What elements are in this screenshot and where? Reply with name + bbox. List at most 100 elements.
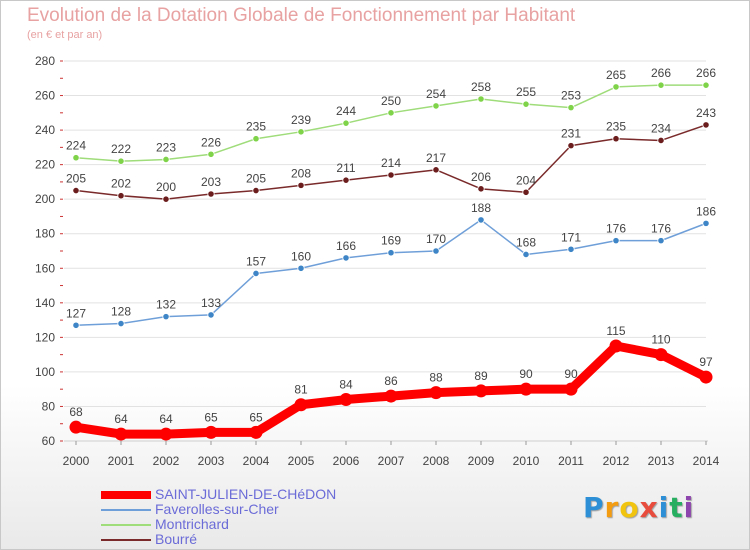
data-point-montrichard-2013	[657, 81, 665, 89]
legend-swatch-faverolles-sur-cher	[101, 509, 151, 511]
data-label-saint-julien-de-ch-don-2009: 89	[474, 369, 488, 383]
data-label-saint-julien-de-ch-don-2010: 90	[519, 367, 533, 381]
data-point-bourr-2006	[342, 176, 350, 184]
data-label-faverolles-sur-cher-2014: 186	[696, 204, 716, 218]
data-label-montrichard-2001: 222	[111, 142, 131, 156]
y-tick-label-220: 220	[35, 158, 55, 172]
data-point-faverolles-sur-cher-2000	[72, 321, 80, 329]
y-tick-label-140: 140	[35, 296, 55, 310]
y-tick-label-200: 200	[35, 192, 55, 206]
legend-label-faverolles-sur-cher: Faverolles-sur-Cher	[155, 501, 279, 517]
data-point-bourr-2011	[567, 142, 575, 150]
x-tick-label-2014: 2014	[693, 454, 720, 468]
data-point-saint-julien-de-ch-don-2008	[429, 386, 443, 400]
data-label-montrichard-2004: 235	[246, 120, 266, 134]
data-point-bourr-2010	[522, 188, 530, 196]
data-label-bourr-2008: 217	[426, 151, 446, 165]
y-tick-label-120: 120	[35, 330, 55, 344]
data-point-saint-julien-de-ch-don-2002	[159, 427, 173, 441]
data-point-bourr-2005	[297, 181, 305, 189]
data-point-saint-julien-de-ch-don-2009	[474, 384, 488, 398]
data-point-montrichard-2001	[117, 157, 125, 165]
chart-subtitle: (en € et par an)	[27, 29, 103, 41]
data-label-montrichard-2000: 224	[66, 139, 86, 153]
y-tick-label-60: 60	[42, 434, 56, 448]
data-label-bourr-2000: 205	[66, 172, 86, 186]
y-tick-label-100: 100	[35, 365, 55, 379]
data-point-montrichard-2012	[612, 83, 620, 91]
data-point-montrichard-2002	[162, 155, 170, 164]
data-label-faverolles-sur-cher-2000: 127	[66, 306, 86, 320]
data-point-bourr-2000	[72, 186, 80, 195]
data-label-faverolles-sur-cher-2001: 128	[111, 305, 131, 319]
data-point-faverolles-sur-cher-2001	[117, 319, 125, 328]
data-label-montrichard-2011: 253	[561, 89, 581, 103]
logo-letter: P	[583, 491, 605, 524]
data-point-faverolles-sur-cher-2005	[297, 264, 305, 272]
data-label-saint-julien-de-ch-don-2008: 88	[429, 371, 443, 385]
data-label-faverolles-sur-cher-2004: 157	[246, 254, 266, 268]
data-point-faverolles-sur-cher-2012	[612, 237, 620, 245]
data-label-bourr-2006: 211	[336, 161, 355, 175]
y-tick-label-260: 260	[35, 89, 55, 103]
data-point-montrichard-2005	[297, 128, 305, 136]
data-point-faverolles-sur-cher-2003	[207, 311, 215, 319]
data-label-saint-julien-de-ch-don-2004: 65	[249, 410, 263, 424]
data-label-bourr-2001: 202	[111, 177, 131, 191]
data-label-saint-julien-de-ch-don-2013: 110	[651, 333, 670, 347]
y-tick-label-160: 160	[35, 261, 55, 275]
legend-label-saint-julien-de-ch-don: SAINT-JULIEN-DE-CHéDON	[155, 486, 337, 502]
data-point-faverolles-sur-cher-2013	[657, 237, 665, 245]
legend-swatch-saint-julien-de-ch-don	[101, 491, 151, 499]
data-point-montrichard-2008	[432, 102, 440, 110]
legend-swatch-bourr	[101, 539, 151, 541]
data-point-bourr-2013	[657, 136, 665, 145]
data-point-bourr-2007	[387, 171, 395, 179]
data-label-bourr-2004: 205	[246, 172, 266, 186]
logo-letter: r	[604, 491, 620, 524]
x-tick-label-2004: 2004	[243, 454, 270, 468]
data-point-saint-julien-de-ch-don-2011	[564, 382, 578, 396]
data-label-saint-julien-de-ch-don-2001: 64	[114, 412, 128, 426]
data-label-saint-julien-de-ch-don-2007: 86	[384, 374, 398, 388]
data-point-bourr-2009	[477, 185, 485, 193]
series-saint-julien-de-ch-don: 68 64 64 65 65 81 84 86 88 89 90 90 115 110 97	[69, 324, 713, 441]
data-label-montrichard-2008: 254	[426, 87, 446, 101]
x-tick-label-2008: 2008	[423, 454, 450, 468]
data-label-montrichard-2013: 266	[651, 66, 671, 80]
data-point-montrichard-2006	[342, 119, 350, 127]
logo-letter: x	[639, 491, 659, 524]
data-point-saint-julien-de-ch-don-2001	[114, 427, 128, 441]
data-point-saint-julien-de-ch-don-2012	[609, 339, 623, 353]
data-label-montrichard-2003: 226	[201, 135, 221, 149]
x-tick-label-2012: 2012	[603, 454, 630, 468]
data-label-bourr-2003: 203	[201, 175, 221, 189]
data-point-faverolles-sur-cher-2007	[387, 249, 395, 257]
data-label-bourr-2002: 200	[156, 180, 176, 194]
data-point-faverolles-sur-cher-2004	[252, 269, 260, 278]
data-point-faverolles-sur-cher-2006	[342, 254, 350, 262]
series-montrichard: 224 222 223 226 235 239 244 250 254 258 255 253 265 2…	[66, 66, 716, 165]
legend-label-bourr: Bourré	[155, 531, 198, 547]
data-label-bourr-2012: 235	[606, 120, 626, 134]
data-label-faverolles-sur-cher-2005: 160	[291, 249, 311, 263]
x-tick-label-2010: 2010	[513, 454, 540, 468]
data-point-saint-julien-de-ch-don-2010	[519, 382, 533, 396]
data-point-bourr-2014	[702, 121, 710, 129]
data-point-saint-julien-de-ch-don-2000	[69, 420, 83, 434]
data-point-faverolles-sur-cher-2009	[477, 216, 485, 224]
x-tick-label-2002: 2002	[153, 454, 180, 468]
logo-letter: i	[683, 491, 695, 524]
data-label-bourr-2007: 214	[381, 156, 401, 170]
y-tick-label-240: 240	[35, 123, 55, 137]
data-point-bourr-2004	[252, 186, 260, 195]
data-label-montrichard-2009: 258	[471, 80, 491, 94]
x-tick-label-2006: 2006	[333, 454, 360, 468]
data-label-montrichard-2012: 265	[606, 68, 626, 82]
data-label-bourr-2010: 204	[516, 173, 536, 187]
data-label-montrichard-2005: 239	[291, 113, 311, 127]
data-label-faverolles-sur-cher-2012: 176	[606, 222, 626, 236]
data-label-saint-julien-de-ch-don-2011: 90	[564, 367, 578, 381]
